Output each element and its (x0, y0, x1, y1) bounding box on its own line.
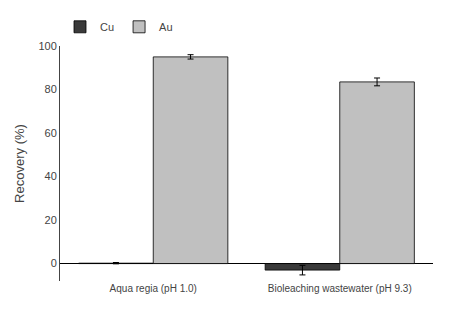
svg-text:Au: Au (159, 21, 172, 33)
svg-text:Aqua regia (pH 1.0): Aqua regia (pH 1.0) (110, 283, 197, 294)
svg-text:60: 60 (45, 127, 57, 139)
svg-text:20: 20 (45, 214, 57, 226)
svg-text:Recovery (%): Recovery (%) (12, 124, 27, 203)
svg-text:Cu: Cu (100, 21, 114, 33)
svg-text:40: 40 (45, 170, 57, 182)
svg-text:80: 80 (45, 83, 57, 95)
svg-text:Bioleaching wastewater (pH 9.3: Bioleaching wastewater (pH 9.3) (268, 283, 412, 294)
svg-text:0: 0 (51, 257, 57, 269)
svg-text:100: 100 (38, 40, 56, 52)
